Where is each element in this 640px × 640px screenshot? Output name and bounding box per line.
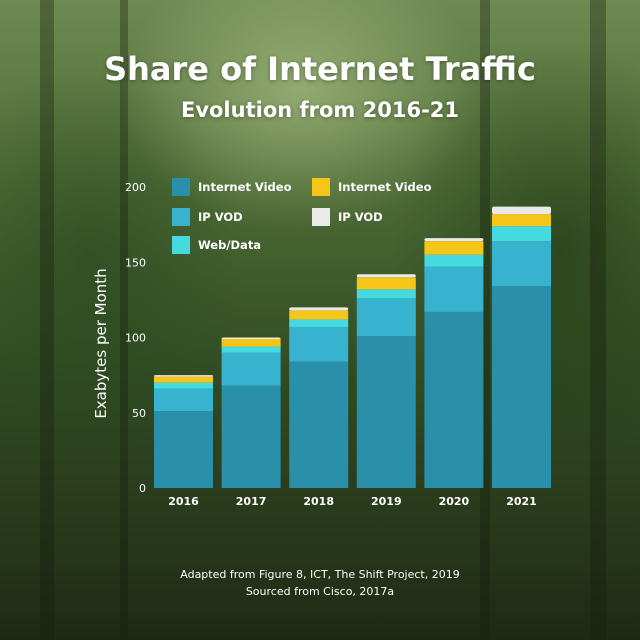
- bar-segment: [154, 375, 213, 377]
- legend-label: Internet Video: [198, 180, 292, 194]
- legend-swatch: [312, 178, 330, 196]
- footer-note: Adapted from Figure 8, ICT, The Shift Pr…: [0, 566, 640, 600]
- y-tick-label: 200: [125, 181, 146, 194]
- legend-swatch: [172, 208, 190, 226]
- bar-segment: [289, 361, 349, 488]
- bar-segment: [221, 346, 281, 353]
- bar-segment: [492, 214, 551, 227]
- y-tick-label: 50: [132, 407, 146, 420]
- bar-segment: [221, 339, 281, 347]
- chart-subtitle: Evolution from 2016-21: [180, 98, 460, 122]
- y-tick-label: 150: [125, 256, 146, 269]
- x-tick-label: 2021: [506, 495, 537, 508]
- legend-label: Internet Video: [338, 180, 432, 194]
- bar-segment: [154, 411, 213, 488]
- background-trunk: [40, 0, 54, 640]
- legend-swatch: [312, 208, 330, 226]
- bar-segment: [154, 388, 213, 412]
- bar-segment: [221, 337, 281, 340]
- legend-label: Web/Data: [198, 238, 261, 252]
- bar-segment: [356, 298, 416, 336]
- bar-segment: [492, 286, 551, 488]
- footer-line-source-cisco: Sourced from Cisco, 2017a: [245, 585, 395, 598]
- bar-segment: [221, 352, 281, 386]
- bar-segment: [221, 385, 281, 488]
- background-trunk: [480, 0, 490, 640]
- bar-segment: [424, 241, 484, 255]
- y-axis-label: Exabytes per Month: [92, 268, 110, 418]
- bar-segment: [289, 310, 349, 320]
- bar-segment: [424, 254, 484, 267]
- chart-title: Share of Internet Traffic: [104, 50, 536, 88]
- background-trunk: [120, 0, 128, 640]
- x-tick-label: 2020: [439, 495, 470, 508]
- bar-segment: [492, 226, 551, 242]
- x-tick-label: 2016: [168, 495, 199, 508]
- bar-segment: [356, 277, 416, 290]
- bar-segment: [492, 241, 551, 287]
- bar-segment: [356, 289, 416, 299]
- bar-segment: [289, 319, 349, 327]
- y-tick-label: 0: [139, 482, 146, 495]
- background-trunk: [590, 0, 606, 640]
- legend-label: IP VOD: [198, 210, 243, 224]
- footer-line-source-adapted: Adapted from Figure 8, ICT, The Shift Pr…: [180, 568, 460, 581]
- bar-segment: [356, 274, 416, 278]
- x-tick-label: 2017: [236, 495, 267, 508]
- bar-segment: [424, 266, 484, 312]
- y-tick-label: 100: [125, 332, 146, 345]
- legend-label: IP VOD: [338, 210, 383, 224]
- bar-segment: [424, 238, 484, 242]
- x-tick-label: 2018: [303, 495, 334, 508]
- bar-segment: [154, 382, 213, 389]
- x-tick-label: 2019: [371, 495, 402, 508]
- bar-segment: [289, 307, 349, 311]
- bar-segment: [356, 335, 416, 488]
- bar-segment: [154, 376, 213, 383]
- legend-swatch: [172, 178, 190, 196]
- bar-segment: [289, 326, 349, 362]
- bar-segment: [424, 311, 484, 488]
- bar-segment: [492, 206, 551, 215]
- legend-swatch: [172, 236, 190, 254]
